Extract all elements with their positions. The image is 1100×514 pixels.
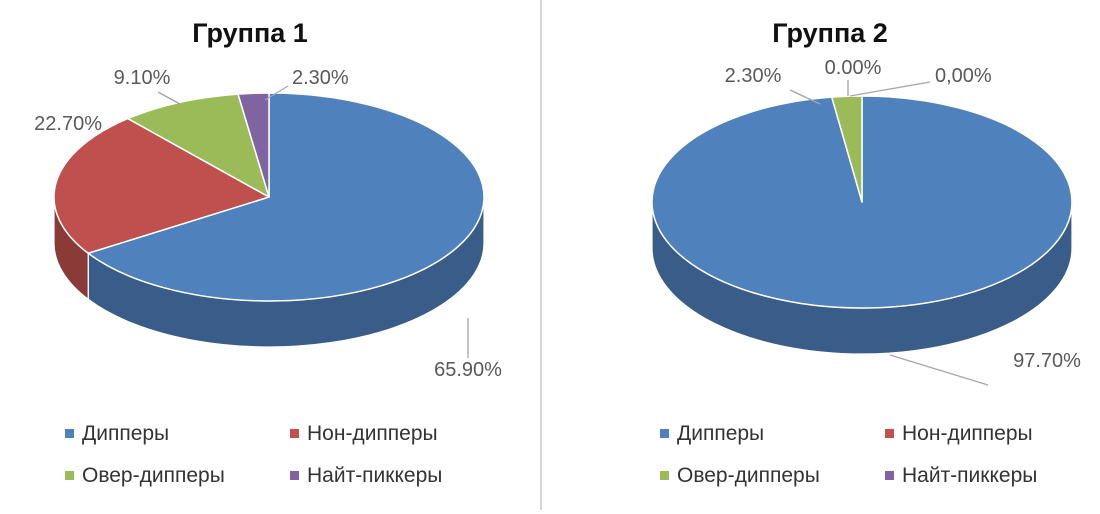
- data-label-dippers: 65.90%: [434, 359, 502, 381]
- data-label-dippers: 97.70%: [1013, 350, 1081, 372]
- chart-group-2: 97.70% 0,00% 2.30% 0.00% Группа 2 Дипперы Нон-…: [651, 18, 1081, 487]
- legend-label-non-dippers: Нон-дипперы: [307, 422, 438, 445]
- legend-swatch-night-peakers: [885, 471, 894, 480]
- chart-title: Группа 2: [772, 18, 888, 48]
- leader-line-over-dippers: [157, 91, 181, 105]
- pie-slice-dippers: [87, 92, 485, 302]
- legend-label-night-peakers: Найт-пиккеры: [307, 464, 442, 487]
- data-label-non-dippers: 22.70%: [34, 113, 102, 135]
- legend-label-over-dippers: Овер-дипперы: [82, 464, 225, 487]
- legend-swatch-non-dippers: [290, 429, 299, 438]
- data-label-night-peakers: 0.00%: [825, 57, 882, 79]
- chart-group-1: 65.90% 22.70% 9.10% 2.30% Группа 1 Дипперы Нон…: [34, 18, 502, 487]
- legend-swatch-over-dippers: [660, 471, 669, 480]
- pie-slice-night-peakers: [237, 92, 270, 198]
- data-label-over-dippers: 2.30%: [725, 65, 782, 87]
- pie-slice-over-dippers: [831, 95, 863, 203]
- legend-label-dippers: Дипперы: [677, 422, 764, 445]
- legend-swatch-night-peakers: [290, 471, 299, 480]
- chart-title: Группа 1: [192, 18, 308, 48]
- pie-slice-non-dippers: [53, 117, 270, 255]
- leader-line-night-peakers: [264, 85, 289, 101]
- leader-line-non-dippers: [849, 81, 931, 97]
- data-label-non-dippers: 0,00%: [935, 65, 992, 87]
- legend-label-night-peakers: Найт-пиккеры: [902, 464, 1037, 487]
- legend-swatch-over-dippers: [65, 471, 74, 480]
- legend-swatch-dippers: [660, 429, 669, 438]
- leader-line-over-dippers: [789, 89, 821, 105]
- legend-label-non-dippers: Нон-дипперы: [902, 422, 1033, 445]
- data-label-over-dippers: 9.10%: [114, 67, 171, 89]
- legend-label-over-dippers: Овер-дипперы: [677, 464, 820, 487]
- leader-line-dippers: [889, 354, 989, 386]
- legend-swatch-non-dippers: [885, 429, 894, 438]
- legend-label-dippers: Дипперы: [82, 422, 169, 445]
- legend-swatch-dippers: [65, 429, 74, 438]
- data-label-night-peakers: 2.30%: [292, 67, 349, 89]
- pie-slice-over-dippers: [127, 93, 270, 198]
